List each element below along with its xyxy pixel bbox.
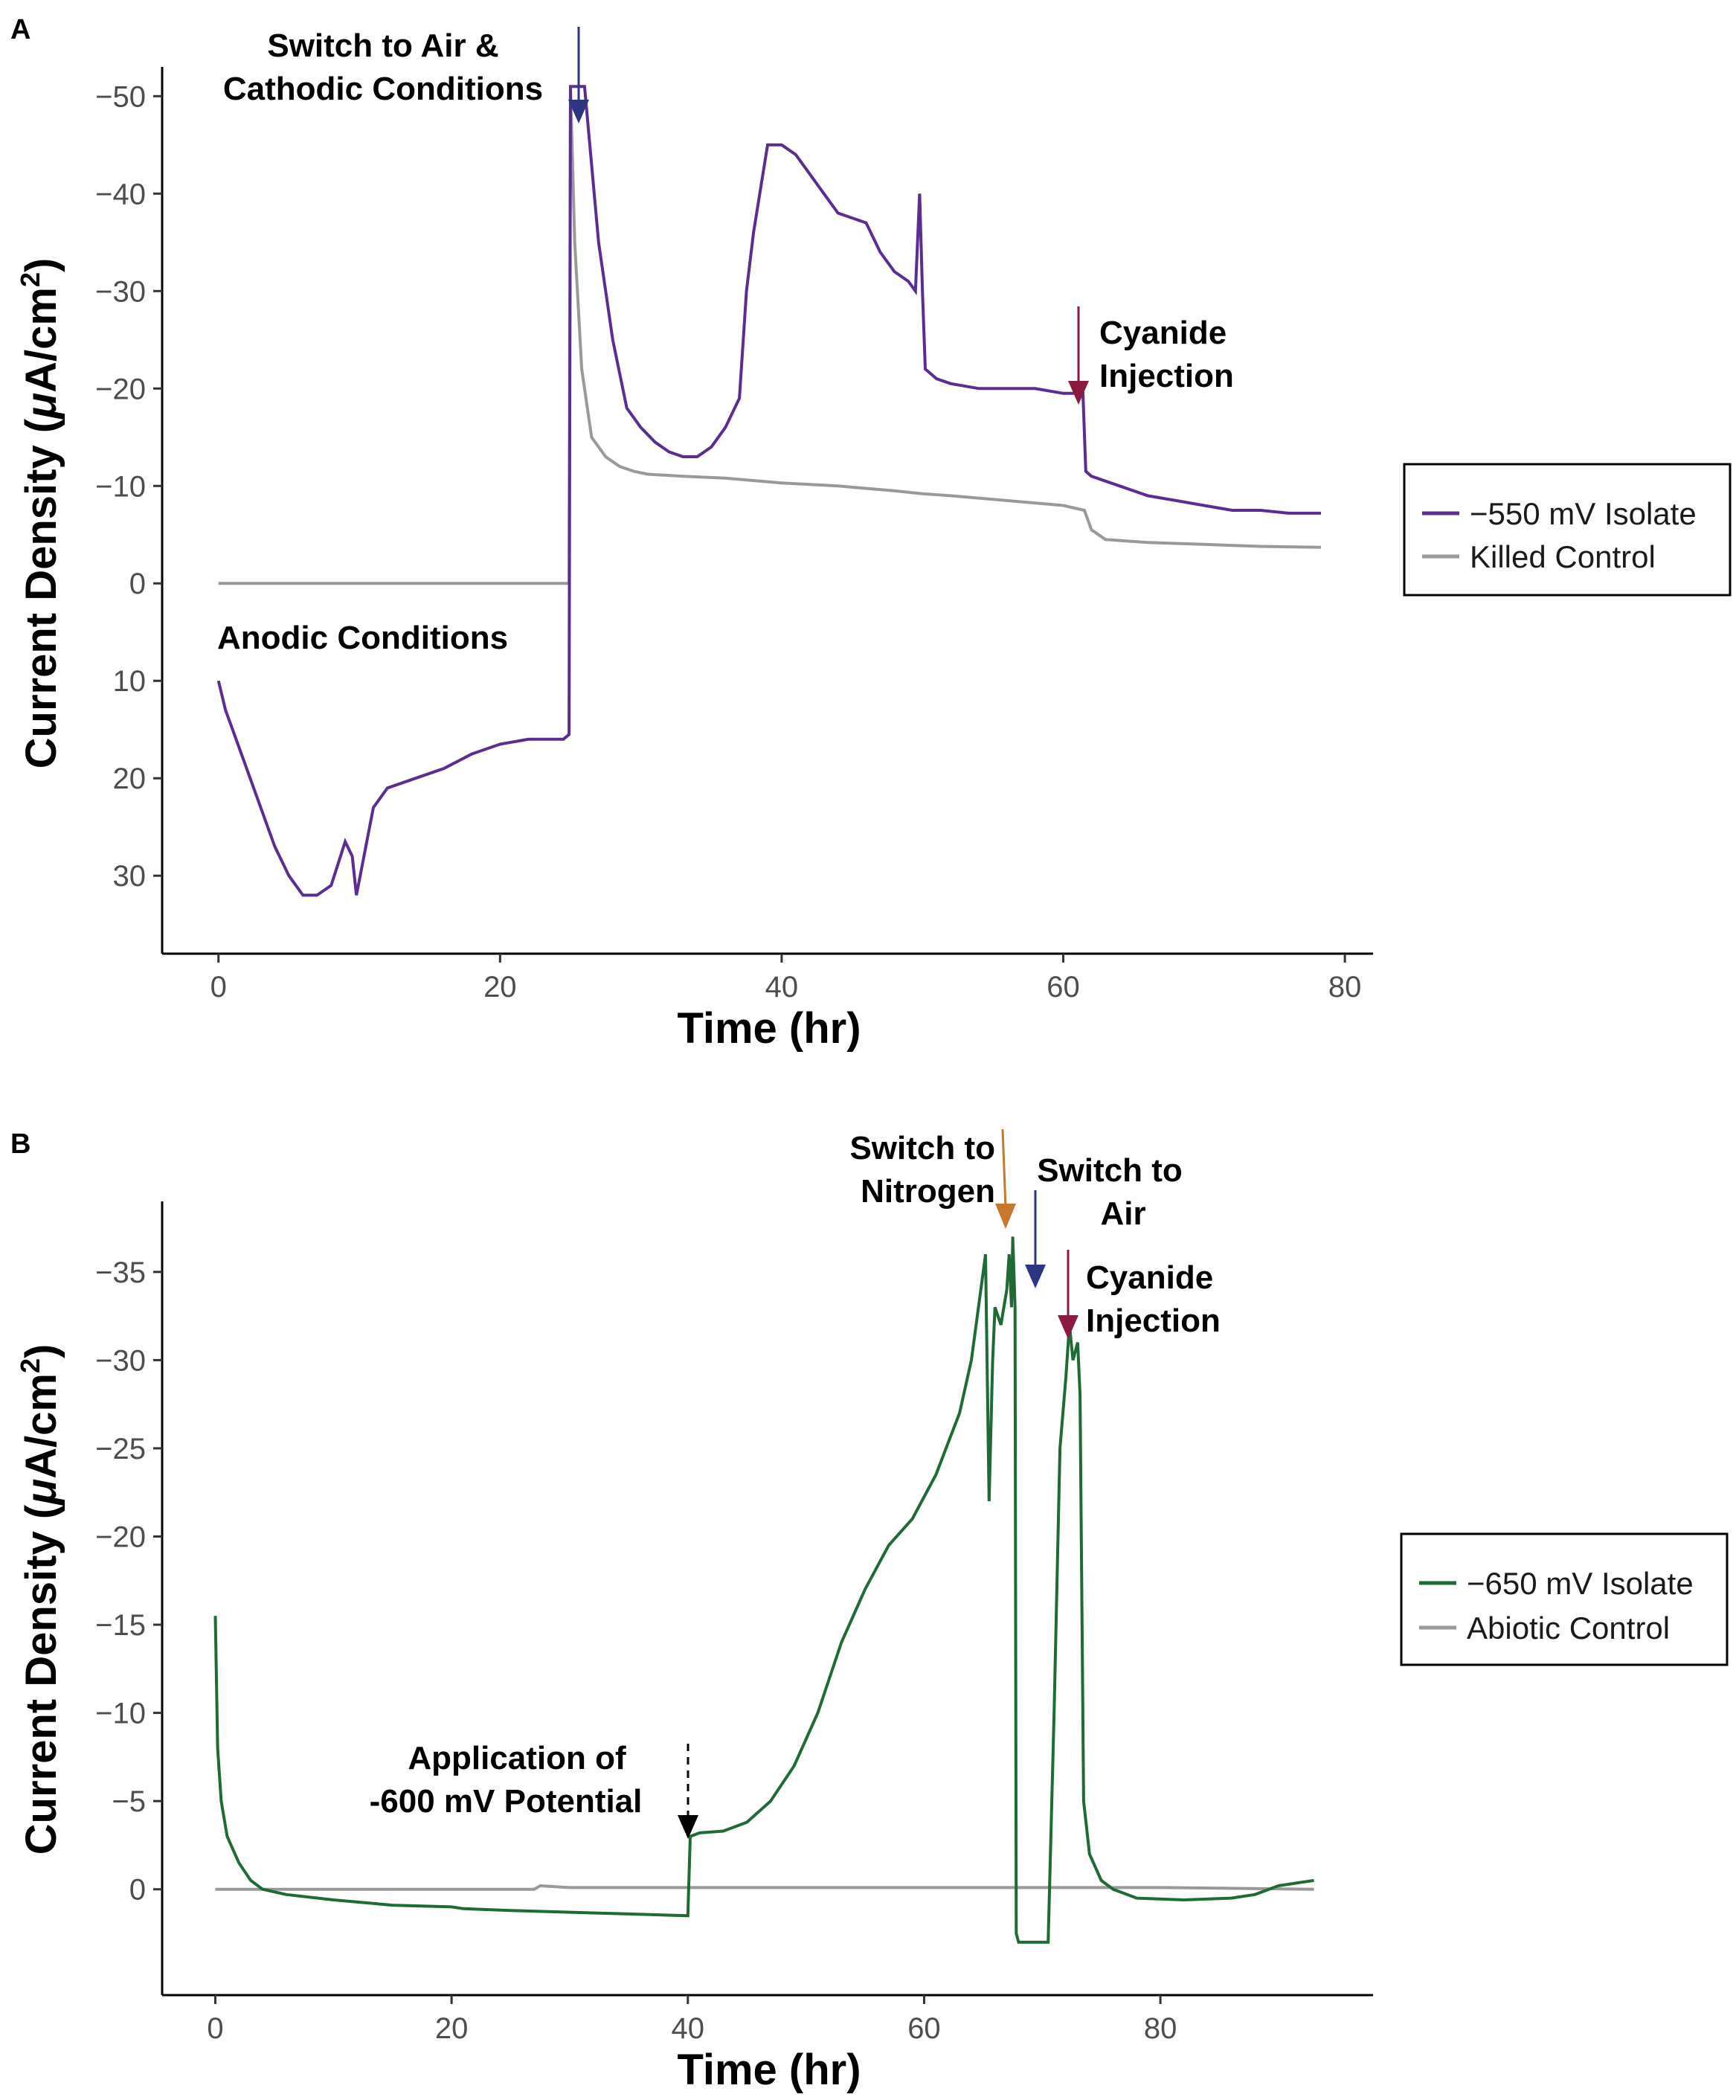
panel-b-y-tick-label: −30 [95, 1344, 146, 1377]
panel-b-y-tick-label: 0 [129, 1874, 146, 1907]
panel-a-annotation-cyanide-line1: Cyanide [1099, 315, 1227, 351]
panel-a-y-tick-label: −40 [95, 178, 146, 211]
panel-a-y-axis-title: Current Density (μA/cm2) [15, 258, 65, 769]
panel-b-arrow-cyanide [1058, 1250, 1078, 1339]
panel-a-y-tick-label: −20 [95, 373, 146, 405]
panel-b-series-isolate-650 [213, 1236, 1314, 1944]
panel-a-label: A [10, 14, 30, 45]
panel-b-y-title-close: ) [17, 1344, 65, 1358]
panel-b-y-tick-label: −35 [95, 1256, 146, 1289]
panel-b-arrow-application-head [678, 1815, 698, 1839]
panel-b-x-axis-title: Time (hr) [677, 2046, 861, 2094]
panel-a-series-isolate-550 [216, 85, 1321, 897]
panel-b-y-title-sup: 2 [15, 1358, 45, 1373]
panel-a-y-tick-label: 0 [129, 568, 146, 600]
panel-a-legend: −550 mV Isolate Killed Control [1403, 463, 1732, 597]
panel-b-annotation-application-line1: Application of [408, 1740, 626, 1776]
panel-a-y-title-sup: 2 [15, 272, 45, 287]
panel-a-series-killed-control [218, 86, 1322, 585]
panel-a-y-tick-label: −50 [95, 80, 146, 113]
panel-b-y-tick-label: −20 [95, 1521, 146, 1554]
panel-a-x-tick-label: 80 [1328, 971, 1362, 1004]
panel-b-y-tick-label: −5 [112, 1785, 146, 1818]
panel-b-annotation-air-line1: Switch to [1037, 1152, 1183, 1189]
panel-a-annotation-switch-air-line1: Switch to Air & [267, 28, 498, 64]
panel-a-x-tick-label: 0 [210, 971, 227, 1004]
panel-a-x-axis-title: Time (hr) [677, 1004, 861, 1053]
panel-b-annotation-application-line2: -600 mV Potential [370, 1783, 643, 1820]
panel-a-legend-label-killed: Killed Control [1470, 539, 1656, 574]
panel-b-label: B [10, 1128, 30, 1160]
panel-b-x-tick-label: 60 [907, 2012, 941, 2045]
panel-b-y-title-mu: μ [17, 1479, 65, 1506]
panel-a-annotation-cyanide-line2: Injection [1099, 358, 1234, 394]
panel-b-arrow-air-head [1025, 1265, 1046, 1288]
panel-b-y-axis-title: Current Density (μA/cm2) [15, 1344, 65, 1855]
panel-b-y-tick-label: −10 [95, 1698, 146, 1730]
panel-b-y-title-main: Current Density ( [17, 1504, 65, 1855]
panel-b-arrow-air [1025, 1190, 1046, 1288]
panel-b-annotation-nitrogen-line1: Switch to [849, 1130, 995, 1166]
panel-b-series-abiotic-control [215, 1884, 1314, 1891]
panel-a-arrow-cyanide [1068, 306, 1089, 405]
panel-b-arrow-nitrogen-shaft [1001, 1128, 1007, 1209]
panel-b-annotation-air-line2: Air [1100, 1195, 1145, 1232]
panel-b-arrow-nitrogen-head [995, 1204, 1016, 1229]
panel-b: B 0 20 40 60 80 −35 −30 −25 −20 −15 −10 −5 0 Time (h… [10, 1128, 1729, 2094]
panel-b-legend-label-abiotic: Abiotic Control [1467, 1611, 1670, 1645]
panel-b-x-tick-label: 0 [207, 2012, 223, 2045]
panel-a-y-tick-label: −10 [95, 470, 146, 503]
panel-a-annotation-switch-air-line2: Cathodic Conditions [223, 71, 543, 107]
panel-a-arrow-switch-air [568, 27, 589, 123]
panel-b-legend-box [1400, 1532, 1729, 1666]
panel-a-y-tick-label: 30 [113, 860, 147, 893]
panel-b-legend: −650 mV Isolate Abiotic Control [1400, 1532, 1729, 1666]
panel-a-arrow-switch-air-head [568, 100, 589, 123]
panel-b-legend-label-isolate: −650 mV Isolate [1467, 1566, 1694, 1601]
panel-a-legend-label-isolate: −550 mV Isolate [1470, 496, 1697, 531]
panel-a-x-tick-label: 20 [483, 971, 517, 1004]
panel-a-legend-box [1403, 463, 1732, 597]
panel-a-x-tick-label: 40 [765, 971, 799, 1004]
panel-b-x-tick-label: 20 [435, 2012, 469, 2045]
panel-b-annotation-cyanide-line1: Cyanide [1086, 1259, 1213, 1296]
panel-b-annotation-cyanide-line2: Injection [1086, 1303, 1221, 1339]
panel-b-annotation-nitrogen-line2: Nitrogen [861, 1173, 995, 1210]
panel-b-y-title-unit: A/cm [17, 1373, 65, 1479]
panel-b-y-tick-label: −15 [95, 1609, 146, 1642]
panel-a: A 0 20 40 60 80 −50 −40 −30 −20 −10 0 10 20 30 Time (… [10, 14, 1732, 1053]
panel-b-y-tick-label: −25 [95, 1433, 146, 1465]
panel-b-arrow-nitrogen [995, 1128, 1016, 1229]
panel-a-y-tick-label: −30 [95, 275, 146, 308]
panel-a-y-title-main: Current Density ( [17, 418, 65, 768]
panel-a-y-title-close: ) [17, 258, 65, 272]
panel-b-x-tick-label: 40 [672, 2012, 705, 2045]
panel-a-y-title-unit: A/cm [17, 287, 65, 393]
panel-a-y-tick-label: 10 [113, 665, 147, 698]
panel-a-arrow-cyanide-head [1068, 381, 1089, 405]
panel-b-x-tick-label: 80 [1144, 2012, 1177, 2045]
panel-a-y-tick-label: 20 [113, 762, 147, 795]
panel-b-arrow-cyanide-head [1058, 1315, 1078, 1339]
panel-b-arrow-application [678, 1744, 698, 1839]
panel-a-x-tick-label: 60 [1047, 971, 1080, 1004]
panel-a-annotation-anodic: Anodic Conditions [217, 620, 508, 656]
panel-a-y-title-mu: μ [17, 393, 65, 420]
